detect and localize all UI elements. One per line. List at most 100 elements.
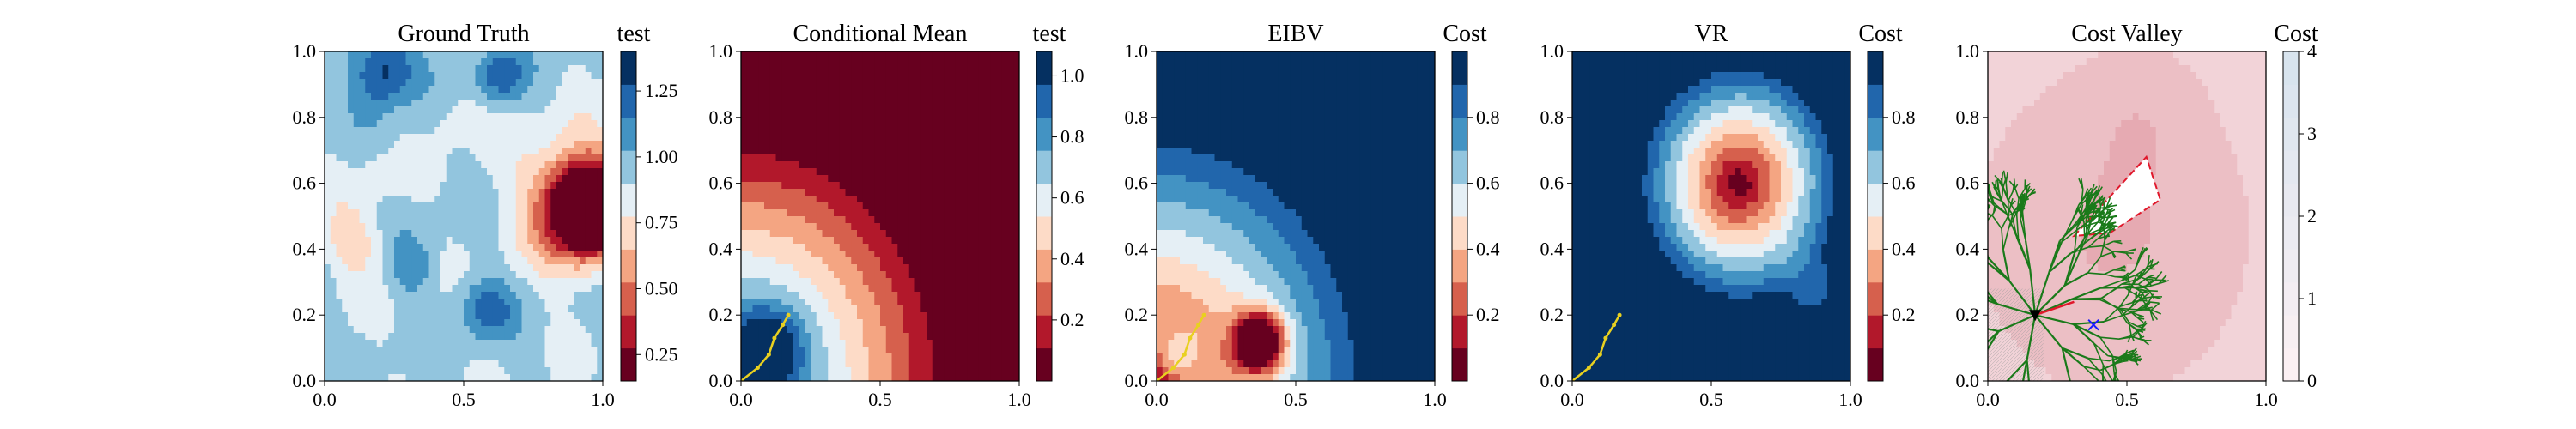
heatmap-cell xyxy=(568,141,574,148)
heatmap-cell xyxy=(828,120,835,128)
heatmap-cell xyxy=(920,209,927,217)
heatmap-cell xyxy=(1001,196,1009,203)
heatmap-cell xyxy=(967,175,974,183)
heatmap-cell xyxy=(550,175,557,183)
heatmap-cell xyxy=(973,347,980,354)
heatmap-cell xyxy=(1180,93,1187,100)
heatmap-cell xyxy=(816,264,823,272)
heatmap-cell xyxy=(834,209,841,217)
heatmap-cell xyxy=(845,189,852,196)
heatmap-cell xyxy=(891,353,898,361)
heatmap-cell xyxy=(950,347,957,354)
heatmap-cell xyxy=(527,209,534,217)
heatmap-cell xyxy=(851,79,858,87)
heatmap-cell xyxy=(365,189,372,196)
heatmap-cell xyxy=(434,175,441,183)
heatmap-cell xyxy=(746,86,754,94)
heatmap-cell xyxy=(330,319,337,327)
heatmap-cell xyxy=(908,148,916,155)
heatmap-cell xyxy=(984,340,991,347)
heatmap-cell xyxy=(903,264,910,272)
heatmap-cell xyxy=(498,264,505,272)
heatmap-cell xyxy=(475,168,482,176)
heatmap-cell xyxy=(741,319,748,327)
heatmap-cell xyxy=(1423,51,1430,59)
heatmap-cell xyxy=(597,216,603,224)
heatmap-cell xyxy=(914,168,921,176)
heatmap-cell xyxy=(839,202,847,210)
heatmap-cell xyxy=(365,340,372,347)
heatmap-cell xyxy=(440,292,447,299)
heatmap-cell xyxy=(1214,72,1221,80)
heatmap-cell xyxy=(851,319,858,327)
heatmap-cell xyxy=(845,168,852,176)
heatmap-cell xyxy=(914,161,921,169)
heatmap-cell xyxy=(597,127,603,135)
heatmap-cell xyxy=(371,360,378,368)
heatmap-cell xyxy=(527,65,534,73)
heatmap-cell xyxy=(1168,65,1175,73)
heatmap-cell xyxy=(382,209,389,217)
heatmap-cell xyxy=(950,79,957,87)
heatmap-cell xyxy=(938,58,945,66)
heatmap-cell xyxy=(781,340,788,347)
heatmap-cell xyxy=(562,65,569,73)
heatmap-cell xyxy=(932,72,939,80)
heatmap-cell xyxy=(434,189,441,196)
heatmap-cell xyxy=(574,367,580,375)
heatmap-cell xyxy=(481,333,488,341)
heatmap-cell xyxy=(816,340,823,347)
heatmap-cell xyxy=(851,230,858,238)
heatmap-cell xyxy=(411,374,418,381)
heatmap-cell xyxy=(961,189,968,196)
heatmap-cell xyxy=(793,230,800,238)
heatmap-cell xyxy=(990,292,997,299)
heatmap-cell xyxy=(422,292,430,299)
heatmap-cell xyxy=(1007,353,1014,361)
heatmap-cell xyxy=(822,251,829,258)
heatmap-cell xyxy=(469,113,477,121)
heatmap-cell xyxy=(510,189,517,196)
heatmap-cell xyxy=(1313,51,1320,59)
heatmap-cell xyxy=(1001,120,1009,128)
heatmap-cell xyxy=(515,319,523,327)
heatmap-cell xyxy=(422,367,430,375)
heatmap-cell xyxy=(805,86,811,94)
heatmap-cell xyxy=(857,168,864,176)
heatmap-cell xyxy=(1180,65,1187,73)
heatmap-cell xyxy=(950,182,957,190)
heatmap-cell xyxy=(1001,72,1009,80)
heatmap-cell xyxy=(885,251,893,258)
heatmap-cell xyxy=(955,79,963,87)
heatmap-cell xyxy=(1007,367,1014,375)
heatmap-cell xyxy=(990,175,997,183)
heatmap-cell xyxy=(394,65,401,73)
heatmap-cell xyxy=(805,182,811,190)
heatmap-cell xyxy=(1394,79,1401,87)
heatmap-cell xyxy=(428,120,435,128)
heatmap-cell xyxy=(504,278,511,286)
heatmap-cell xyxy=(498,353,505,361)
heatmap-cell xyxy=(481,216,488,224)
chart-panel-3: 0.0 0.5 1.00.00.20.40.60.81.0EIBV0.20.40.6… xyxy=(1125,21,1500,410)
heatmap-cell xyxy=(944,113,951,121)
heatmap-cell xyxy=(920,340,927,347)
heatmap-cell xyxy=(857,319,864,327)
heatmap-cell xyxy=(1400,51,1406,59)
heatmap-cell xyxy=(521,271,528,279)
heatmap-cell xyxy=(764,257,771,265)
heatmap-cell xyxy=(458,148,465,155)
heatmap-cell xyxy=(417,86,424,94)
heatmap-cell xyxy=(492,230,500,238)
heatmap-cell xyxy=(955,65,963,73)
heatmap-cell xyxy=(440,353,447,361)
heatmap-cell xyxy=(828,79,835,87)
heatmap-cell xyxy=(984,230,991,238)
heatmap-cell xyxy=(538,271,546,279)
heatmap-cell xyxy=(597,182,603,190)
heatmap-cell xyxy=(1007,154,1014,162)
heatmap-cell xyxy=(336,244,343,251)
heatmap-cell xyxy=(908,230,916,238)
heatmap-cell xyxy=(793,209,800,217)
heatmap-cell xyxy=(580,148,586,155)
